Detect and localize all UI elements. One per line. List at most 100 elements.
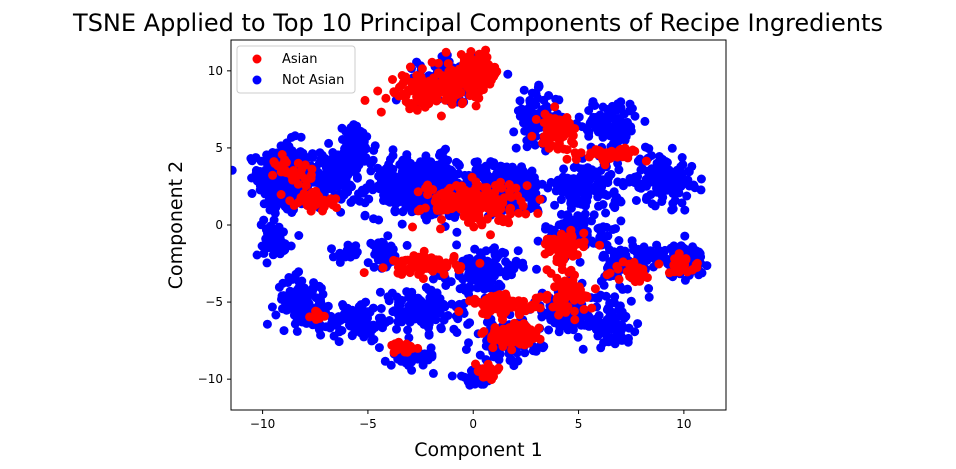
point-asian [542,265,552,275]
point-not-asian [284,273,294,282]
point-asian [545,128,555,138]
point-not-asian [317,150,327,160]
point-asian [533,208,543,218]
point-not-asian [388,164,398,174]
point-asian [490,188,500,197]
legend-marker-not-asian [252,75,262,85]
point-not-asian [324,138,334,148]
point-not-asian [618,284,628,294]
point-not-asian [604,304,614,314]
point-asian [590,284,600,294]
point-not-asian [365,307,375,317]
point-not-asian [627,236,637,246]
point-not-asian [605,245,614,255]
point-not-asian [453,314,463,324]
chart-title: TSNE Applied to Top 10 Principal Compone… [72,9,883,37]
point-asian [528,334,538,343]
point-asian [570,148,580,158]
point-not-asian [602,191,612,200]
point-not-asian [328,148,338,157]
point-not-asian [268,148,278,157]
point-asian [430,82,440,92]
point-asian [506,192,516,202]
point-not-asian [605,324,615,334]
point-asian [464,210,474,220]
point-not-asian [695,249,705,259]
point-asian [301,180,311,190]
point-not-asian [256,180,265,190]
point-not-asian [422,215,431,225]
point-not-asian [341,174,351,184]
point-not-asian [251,153,261,163]
point-not-asian [360,211,370,221]
point-not-asian [649,177,659,187]
point-not-asian [321,169,331,179]
point-not-asian [401,171,411,181]
point-asian [618,257,628,267]
x-tick-label: −10 [250,417,275,431]
point-not-asian [666,244,676,254]
point-asian [465,296,475,306]
point-not-asian [294,293,304,303]
point-not-asian [631,196,641,205]
point-asian [378,263,388,273]
point-not-asian [515,111,525,121]
point-not-asian [623,337,633,347]
point-not-asian [613,115,623,125]
point-asian [306,174,316,183]
point-asian [560,242,570,252]
point-not-asian [341,142,351,152]
point-not-asian [492,168,502,178]
point-not-asian [594,124,604,134]
point-not-asian [515,175,525,185]
point-not-asian [364,323,374,333]
point-not-asian [359,332,369,342]
point-not-asian [397,219,407,229]
point-not-asian [644,284,654,293]
point-not-asian [544,325,554,335]
point-asian [544,113,554,123]
point-not-asian [614,236,624,245]
point-not-asian [251,166,261,175]
point-asian [557,260,567,269]
point-not-asian [323,301,333,311]
point-not-asian [590,101,600,110]
point-not-asian [682,191,692,201]
point-not-asian [563,325,573,335]
point-not-asian [278,278,288,288]
point-asian [444,78,454,88]
point-asian [497,183,507,193]
point-not-asian [672,165,682,175]
point-not-asian [393,317,403,327]
point-not-asian [616,331,626,341]
point-not-asian [475,266,485,275]
point-asian [641,156,651,166]
point-not-asian [570,217,580,227]
point-not-asian [485,266,495,276]
y-tick-label: −5 [205,295,223,309]
point-not-asian [419,319,429,329]
point-asian [424,95,434,105]
point-not-asian [445,169,455,179]
point-asian [480,196,490,206]
point-not-asian [436,324,446,334]
y-tick-label: −10 [198,372,223,386]
point-not-asian [247,173,257,183]
point-asian [550,102,560,112]
point-not-asian [270,208,280,218]
point-not-asian [392,194,402,204]
point-not-asian [503,69,513,79]
point-asian [481,45,491,55]
point-asian [692,258,702,268]
point-not-asian [271,310,281,320]
point-asian [297,164,307,174]
point-asian [508,296,518,306]
point-asian [456,50,466,59]
point-not-asian [492,250,502,259]
point-not-asian [398,207,408,217]
point-not-asian [356,300,366,310]
point-asian [531,293,541,303]
point-asian [540,249,550,259]
point-not-asian [670,196,680,205]
point-not-asian [580,169,590,179]
